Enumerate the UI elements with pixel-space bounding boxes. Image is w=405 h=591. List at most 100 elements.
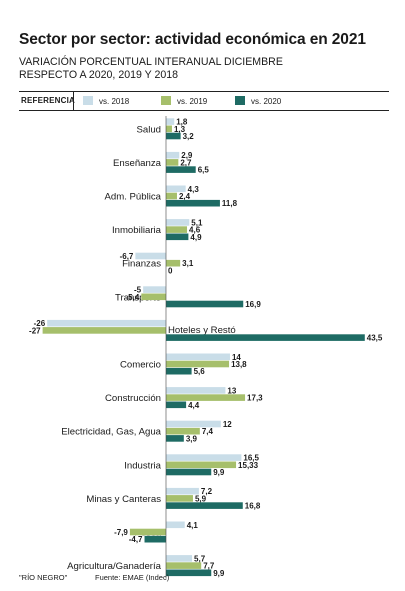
value-label-agricultura-ganadería-2019: 7,7 — [203, 562, 215, 571]
value-label-industria-2018: 16,5 — [243, 454, 259, 463]
footer-credit: "RÍO NEGRO" — [19, 573, 68, 582]
category-label-inmobiliaria: Inmobiliaria — [112, 225, 162, 236]
value-label-pesca-2019: -7,9 — [114, 528, 128, 537]
category-label-enseñanza: Enseñanza — [113, 158, 162, 169]
value-label-adm-pública-2018: 4,3 — [188, 185, 200, 194]
bar-minas-y-canteras-2019 — [166, 495, 193, 502]
category-label-salud: Salud — [136, 124, 161, 135]
value-label-hoteles-y-restó-2020: 43,5 — [367, 334, 383, 343]
bar-salud-2018 — [166, 118, 175, 125]
bar-industria-2019 — [166, 461, 237, 469]
value-label-comercio-2020: 5,6 — [194, 367, 206, 376]
value-label-industria-2020: 9,9 — [213, 468, 225, 477]
bar-electricidad-gas-agua-2018 — [166, 420, 221, 428]
value-label-construcción-2019: 17,3 — [247, 394, 263, 403]
bar-transporte-2019 — [141, 293, 166, 301]
bar-hoteles-y-restó-2019 — [42, 327, 166, 334]
legend-swatch-2018 — [83, 96, 93, 105]
legend-item-2018: vs. 2018 — [83, 96, 129, 106]
bar-adm-pública-2018 — [166, 185, 186, 193]
footer-source: Fuente: EMAE (Indec) — [95, 573, 170, 582]
chart-title: Sector por sector: actividad económica e… — [19, 31, 366, 48]
bar-electricidad-gas-agua-2019 — [166, 427, 200, 435]
value-label-enseñanza-2020: 6,5 — [198, 166, 210, 175]
value-label-electricidad-gas-agua-2020: 3,9 — [186, 434, 198, 443]
category-label-transporte: Transporte — [115, 292, 161, 303]
legend-text-2018: vs. 2018 — [99, 97, 130, 106]
value-label-finanzas-2019: 3,1 — [182, 259, 194, 268]
bar-salud-2019 — [166, 125, 172, 133]
bar-minas-y-canteras-2018 — [166, 487, 199, 495]
bar-enseñanza-2018 — [166, 151, 180, 159]
legend-divider — [73, 92, 74, 110]
value-label-construcción-2018: 13 — [227, 386, 236, 395]
value-label-finanzas-2018: -6,7 — [120, 252, 134, 261]
subtitle-line-1: VARIACIÓN PORCENTUAL INTERANUAL DICIEMBR… — [19, 56, 283, 68]
bar-pesca-2018 — [166, 521, 185, 529]
value-label-agricultura-ganadería-2020: 9,9 — [213, 569, 225, 578]
category-label-comercio: Comercio — [120, 360, 161, 371]
bar-agricultura-ganadería-2019 — [166, 562, 202, 569]
legend-text-2019: vs. 2019 — [177, 97, 208, 106]
bar-industria-2020 — [166, 468, 212, 476]
value-label-enseñanza-2019: 2,7 — [180, 158, 192, 167]
value-label-electricidad-gas-agua-2019: 7,4 — [202, 427, 214, 436]
legend: REFERENCIA vs. 2018 vs. 2019 vs. 2020 — [19, 91, 389, 111]
bar-construcción-2019 — [166, 394, 246, 401]
bar-hoteles-y-restó-2020 — [166, 334, 365, 341]
category-label-adm-pública: Adm. Pública — [104, 192, 161, 203]
bar-enseñanza-2019 — [166, 159, 179, 166]
bar-inmobiliaria-2019 — [166, 226, 188, 233]
value-label-minas-y-canteras-2019: 5,9 — [195, 494, 207, 503]
value-label-hoteles-y-restó-2018: -26 — [34, 319, 46, 328]
bar-construcción-2020 — [166, 401, 187, 409]
value-label-agricultura-ganadería-2018: 5,7 — [194, 554, 206, 563]
chart-subtitle: VARIACIÓN PORCENTUAL INTERANUAL DICIEMBR… — [19, 56, 319, 82]
legend-text-2020: vs. 2020 — [251, 97, 282, 106]
value-label-electricidad-gas-agua-2018: 12 — [223, 420, 232, 429]
value-label-inmobiliaria-2018: 5,1 — [191, 218, 203, 227]
value-label-minas-y-canteras-2020: 16,8 — [245, 502, 261, 511]
value-label-salud-2020: 3,2 — [183, 132, 195, 141]
bar-construcción-2018 — [166, 387, 226, 394]
bar-adm-pública-2020 — [166, 199, 220, 207]
bar-industria-2018 — [166, 454, 242, 461]
bar-transporte-2020 — [166, 300, 244, 308]
value-label-industria-2019: 15,33 — [238, 461, 259, 470]
bar-adm-pública-2019 — [166, 192, 177, 200]
value-label-adm-pública-2020: 11,8 — [222, 199, 238, 208]
value-label-salud-2019: 1,3 — [174, 125, 186, 134]
category-label-industria: Industria — [124, 460, 161, 471]
bar-transporte-2018 — [143, 286, 166, 293]
value-label-transporte-2019: -5,4 — [126, 293, 140, 302]
value-label-pesca-2018: 4,1 — [187, 521, 199, 530]
value-label-finanzas-2020: 0 — [168, 266, 173, 275]
bar-inmobiliaria-2020 — [166, 233, 189, 241]
value-label-comercio-2019: 13,8 — [231, 360, 247, 369]
bar-minas-y-canteras-2020 — [166, 502, 243, 509]
value-label-minas-y-canteras-2018: 7,2 — [201, 487, 213, 496]
legend-swatch-2020 — [235, 96, 245, 105]
legend-swatch-2019 — [161, 96, 171, 105]
bar-agricultura-ganadería-2018 — [166, 555, 193, 562]
category-label-finanzas: Finanzas — [122, 259, 161, 270]
value-label-comercio-2018: 14 — [232, 353, 241, 362]
value-label-inmobiliaria-2020: 4,9 — [190, 233, 202, 242]
bar-comercio-2018 — [166, 353, 230, 361]
bar-hoteles-y-restó-2018 — [47, 319, 166, 327]
category-label-minas-y-canteras: Minas y Canteras — [86, 494, 161, 505]
category-label-electricidad-gas-agua: Electricidad, Gas, Agua — [61, 427, 161, 438]
subtitle-line-2: RESPECTO A 2020, 2019 Y 2018 — [19, 69, 179, 81]
value-label-adm-pública-2019: 2,4 — [179, 192, 191, 201]
bar-finanzas-2018 — [135, 252, 166, 260]
category-label-hoteles-y-restó: Hoteles y Restó — [168, 325, 236, 336]
legend-item-2019: vs. 2019 — [161, 96, 207, 106]
legend-label: REFERENCIA — [21, 96, 76, 105]
legend-item-2020: vs. 2020 — [235, 96, 281, 106]
bar-pesca-2019 — [129, 528, 166, 536]
value-label-enseñanza-2018: 2,9 — [181, 151, 193, 160]
value-label-transporte-2020: 16,9 — [245, 300, 261, 309]
bar-pesca-2020 — [144, 535, 166, 543]
bar-comercio-2019 — [166, 360, 230, 368]
